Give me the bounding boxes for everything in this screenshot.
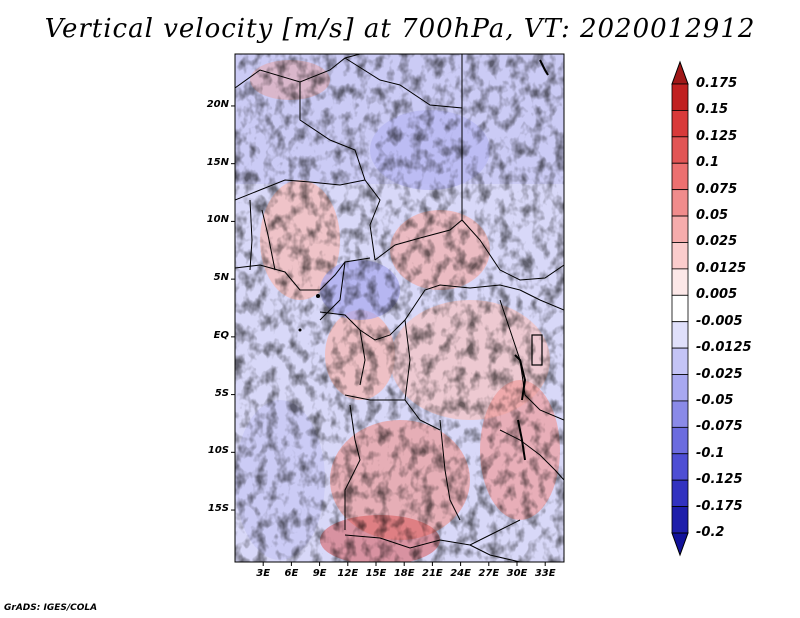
colorbar-label: -0.1: [696, 445, 725, 461]
colorbar-label: -0.175: [696, 498, 743, 514]
lat-label: EQ: [213, 329, 229, 341]
colorbar-label: -0.125: [696, 472, 743, 488]
colorbar-label: 0.0125: [696, 260, 747, 276]
lat-label: 15N: [206, 156, 229, 168]
colorbar-label: -0.075: [696, 419, 743, 435]
lon-label: 12E: [337, 568, 359, 579]
colorbar: [671, 60, 689, 557]
lon-label: 9E: [312, 568, 327, 579]
colorbar-label: -0.05: [696, 392, 734, 408]
colorbar-segment: [671, 400, 689, 428]
axis-ticks: [231, 105, 546, 566]
lat-label: 10S: [207, 445, 229, 457]
lat-label: 15S: [207, 503, 229, 515]
colorbar-segment: [671, 242, 689, 270]
colorbar-label: -0.025: [696, 366, 743, 382]
colorbar-label: 0.15: [696, 102, 729, 118]
lon-label: 21E: [422, 568, 443, 579]
colorbar-segment: [671, 162, 689, 191]
country-borders: [235, 54, 564, 562]
colorbar-top-triangle: [671, 60, 689, 85]
map-frame: [234, 53, 565, 563]
colorbar-label: 0.175: [696, 76, 738, 91]
colorbar-segment: [671, 215, 689, 243]
lat-label: 20N: [206, 98, 229, 110]
colorbar-segment: [671, 374, 689, 402]
lon-label: 3E: [256, 568, 271, 579]
colorbar-bottom-triangle: [671, 532, 689, 557]
lon-label: 6E: [284, 568, 299, 579]
colorbar-label: 0.005: [696, 287, 738, 303]
lakes: [298, 59, 549, 461]
colorbar-label: -0.2: [696, 525, 725, 540]
colorbar-label: 0.05: [696, 208, 729, 224]
lon-label: 24E: [450, 568, 471, 579]
lat-label: 5N: [213, 272, 229, 284]
lon-label: 33E: [534, 568, 556, 579]
colorbar-segment: [671, 294, 689, 323]
colorbar-segment: [671, 426, 689, 455]
lat-label: 10N: [206, 214, 229, 226]
lon-label: 27E: [478, 568, 500, 579]
colorbar-segment: [671, 110, 689, 138]
colorbar-segment: [671, 506, 689, 534]
lat-label: 5S: [214, 387, 229, 399]
colorbar-segment: [671, 189, 689, 217]
colorbar-segment: [671, 453, 689, 481]
colorbar-segment: [671, 479, 689, 507]
lon-label: 15E: [365, 568, 387, 579]
chart-title: Vertical velocity [m/s] at 700hPa, VT: 2…: [44, 14, 756, 44]
lon-label: 18E: [393, 568, 415, 579]
colorbar-label: 0.025: [696, 234, 738, 250]
colorbar-label: -0.0125: [696, 340, 752, 356]
colorbar-segment: [671, 268, 689, 296]
velocity-field: [235, 54, 564, 562]
colorbar-segment: [671, 321, 689, 349]
colorbar-segment: [671, 347, 689, 375]
colorbar-label: 0.075: [696, 181, 738, 197]
colorbar-label: -0.005: [696, 313, 743, 329]
colorbar-segment: [671, 83, 689, 111]
lon-label: 30E: [506, 568, 528, 579]
colorbar-segment: [671, 136, 689, 164]
colorbar-label: 0.1: [696, 155, 720, 171]
colorbar-label: 0.125: [696, 128, 738, 144]
grads-credit: GrADS: IGES/COLA: [4, 603, 98, 613]
